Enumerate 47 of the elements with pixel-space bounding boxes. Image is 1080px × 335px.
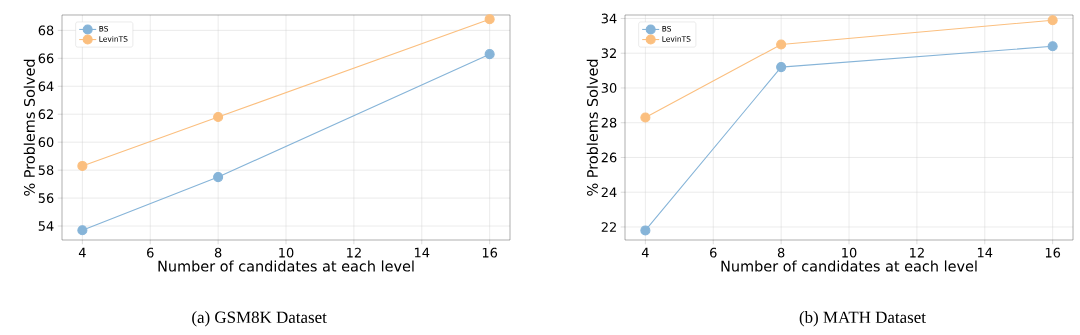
x-tick-label: 4 (78, 247, 86, 258)
x-tick-label: 8 (214, 247, 222, 258)
point (77, 225, 88, 236)
y-tick-label: 22 (601, 222, 616, 232)
y-axis-title: % Problems Solved (586, 59, 598, 196)
y-tick-label: 28 (601, 117, 617, 128)
x-tick-label: 4 (641, 247, 649, 258)
point (77, 160, 88, 171)
point (1047, 41, 1058, 52)
point (640, 225, 651, 236)
text: (a) GSM8K Dataset (192, 311, 327, 327)
x-tick-label: 12 (910, 247, 924, 258)
y-tick-label: 62 (38, 109, 53, 120)
y-tick-label: 54 (38, 221, 54, 231)
point (776, 39, 787, 50)
text: (b) MATH Dataset (799, 311, 926, 327)
x-tick-label: 16 (482, 247, 498, 258)
point (213, 172, 224, 183)
point (484, 14, 495, 25)
x-tick-label: 16 (1045, 247, 1061, 258)
y-tick-label: 64 (38, 81, 54, 92)
x-tick-label: 6 (710, 247, 717, 258)
point (1047, 15, 1058, 26)
point (640, 112, 651, 123)
y-tick-label: 66 (38, 53, 54, 64)
x-axis-title: Number of candidates at each level (158, 260, 414, 272)
y-tick-label: 60 (38, 137, 54, 148)
x-tick-label: 14 (977, 247, 993, 258)
y-tick-label: 34 (601, 13, 617, 24)
point (484, 49, 495, 60)
x-tick-label: 10 (842, 247, 857, 258)
x-axis-title: Number of candidates at each level (721, 260, 977, 272)
y-tick-label: 26 (601, 152, 617, 163)
y-tick-label: 58 (38, 165, 54, 176)
y-axis-title: % Problems Solved (23, 59, 35, 196)
x-tick-label: 12 (347, 247, 361, 258)
y-tick-label: 30 (601, 83, 617, 93)
point (776, 62, 787, 73)
x-tick-label: 10 (279, 247, 294, 258)
y-tick-label: 24 (601, 187, 617, 198)
y-tick-label: 32 (601, 48, 616, 59)
x-tick-label: 6 (147, 247, 154, 258)
x-tick-label: 8 (777, 247, 785, 258)
point (213, 111, 224, 123)
y-tick-label: 56 (38, 193, 54, 203)
x-tick-label: 14 (414, 247, 430, 258)
y-tick-label: 68 (38, 25, 54, 36)
